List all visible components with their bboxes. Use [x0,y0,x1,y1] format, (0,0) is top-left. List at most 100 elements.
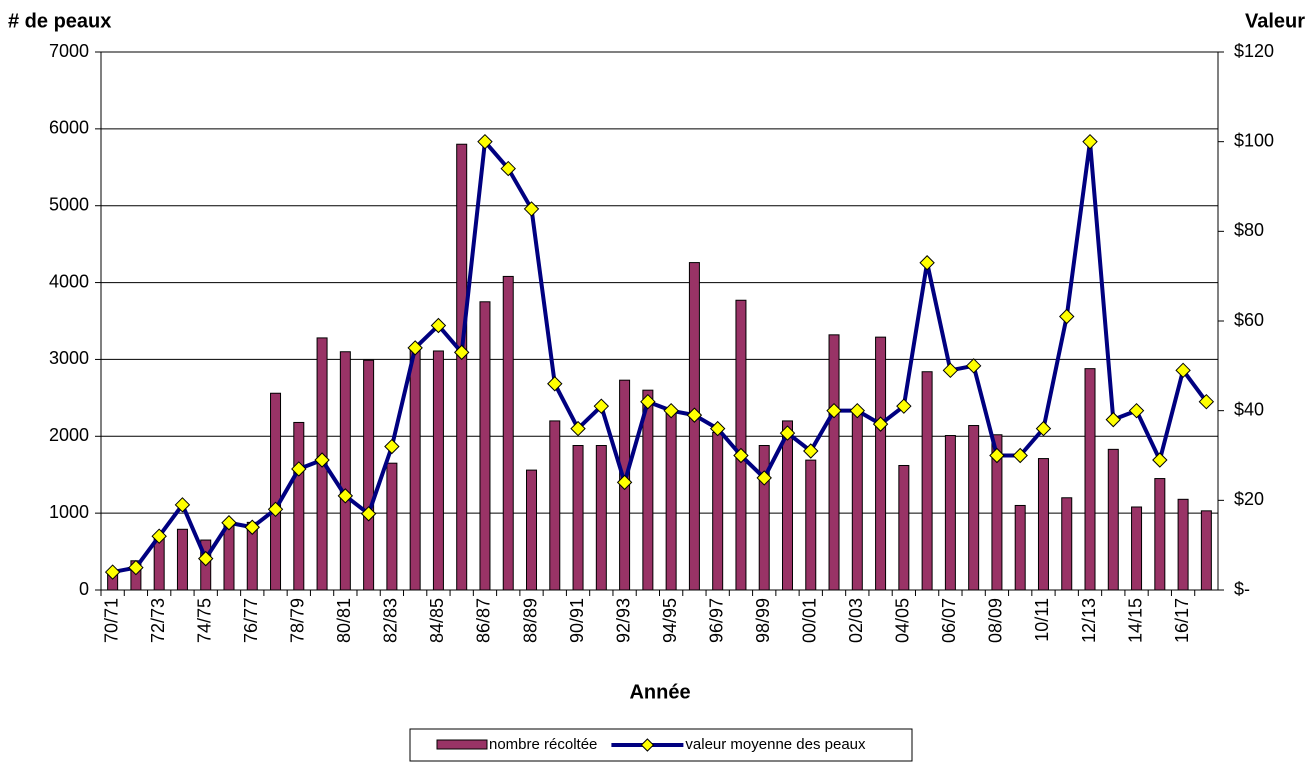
x-tick-label: 98/99 [753,598,773,643]
y2-tick-label: $60 [1234,310,1264,330]
x-tick-label: 00/01 [800,598,820,643]
bar [991,434,1003,591]
bar [339,351,351,591]
x-tick-label: 14/15 [1125,598,1145,643]
legend-marker [640,738,655,752]
y2-axis-title: Valeur [1245,10,1305,32]
marker [849,402,866,419]
x-tick-label: 74/75 [194,598,214,643]
marker [989,447,1005,464]
marker [477,133,493,150]
x-tick-label: 70/71 [101,598,121,643]
marker [640,393,656,410]
marker [1082,133,1098,150]
x-tick-label: 90/91 [567,598,587,643]
bar [176,528,188,591]
y2-tick-label: $120 [1234,41,1274,61]
y-tick-label: 4000 [49,271,89,291]
x-tick-label: 96/97 [706,598,726,643]
marker [1035,420,1052,437]
bar [921,371,933,591]
y2-tick-label: $20 [1234,489,1264,509]
marker [965,358,982,374]
x-tick-label: 10/11 [1032,598,1052,642]
x-tick-label: 78/79 [288,598,308,643]
x-tick-label: 12/13 [1079,598,1099,643]
bar [363,359,375,591]
marker [128,559,144,576]
marker [291,461,307,477]
bar [572,445,584,591]
bar [293,421,305,591]
marker [453,344,470,361]
x-tick-label: 06/07 [939,598,959,643]
bar [1154,478,1166,591]
bar [1177,498,1189,591]
bar [875,336,887,591]
x-tick-label: 86/87 [474,598,494,643]
marker [314,452,330,468]
marker [709,420,726,437]
x-axis-title: Année [629,681,690,703]
y-tick-label: 2000 [49,425,89,445]
marker [733,447,749,464]
y-tick-label: 5000 [49,194,89,214]
y-axis-title: # de peaux [8,10,111,32]
bar [665,412,677,591]
bar [409,347,421,591]
marker [919,255,935,271]
bar [688,262,700,591]
bar [828,334,840,591]
x-tick-label: 16/17 [1172,598,1192,643]
bar [805,459,817,591]
marker [104,564,121,580]
bar [642,389,654,591]
marker [500,160,516,177]
x-tick-label: 02/03 [846,598,866,643]
marker [151,528,167,544]
x-tick-label: 04/05 [893,598,913,643]
x-tick-label: 82/83 [381,598,401,643]
x-tick-label: 08/09 [986,598,1006,643]
y2-tick-label: $- [1234,579,1250,599]
x-tick-label: 80/81 [334,598,354,643]
bar [758,445,770,591]
bar [526,469,538,591]
marker [547,376,563,392]
x-tick-label: 72/73 [148,598,168,643]
y2-tick-label: $80 [1234,220,1264,240]
bar [781,420,793,591]
y2-tick-label: $100 [1234,130,1274,150]
marker [1175,362,1191,379]
bar [549,420,561,591]
y-tick-label: 1000 [49,502,89,522]
marker [756,470,772,486]
bar [386,462,398,591]
legend-label: nombre récoltée [489,736,597,753]
marker [174,497,191,513]
marker [872,416,889,432]
bar [456,143,468,591]
marker [1105,411,1121,428]
legend-label: valeur moyenne des peaux [685,736,866,753]
marker [779,425,796,441]
y-tick-label: 0 [79,579,89,599]
x-tick-label: 94/95 [660,598,680,643]
marker [803,443,819,459]
marker [523,201,540,217]
marker [942,362,959,379]
bar [270,392,282,591]
bar [898,464,910,591]
bar [1131,506,1143,591]
bar [1014,504,1026,591]
marker [198,550,214,567]
y-tick-label: 3000 [49,348,89,368]
marker [1059,308,1075,325]
marker [267,501,284,518]
x-tick-label: 88/89 [520,598,540,643]
marker [616,474,633,491]
marker [244,519,260,535]
y-tick-label: 6000 [49,118,89,138]
x-tick-label: 92/93 [613,598,633,643]
marker [1128,402,1145,419]
